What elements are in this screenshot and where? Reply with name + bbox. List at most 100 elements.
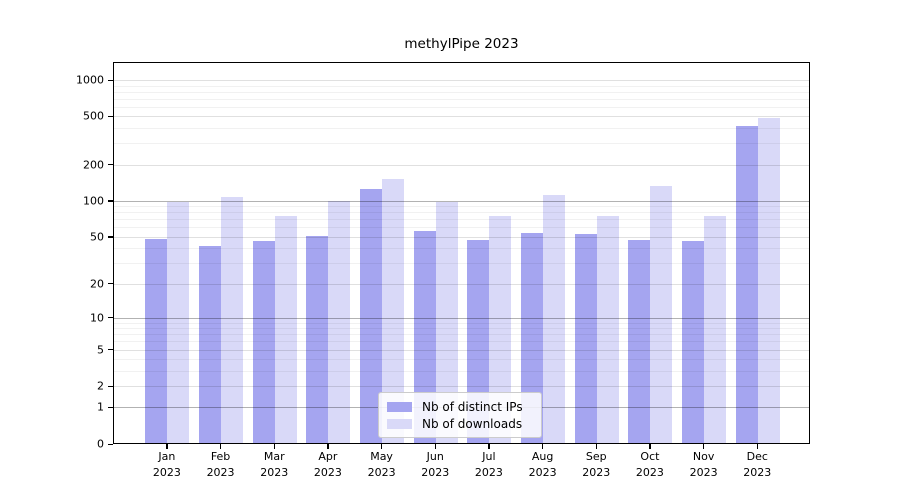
x-tick-mark: [542, 444, 544, 449]
x-tick-label-dec: Dec 2023: [730, 449, 784, 481]
y-tick-label-50: 50: [90, 230, 104, 244]
plot-area: [113, 62, 810, 444]
y-tick-mark: [108, 236, 113, 238]
x-tick-label-mar: Mar 2023: [247, 449, 301, 481]
gridline-1000: [114, 80, 809, 81]
y-tick-label-1: 1: [97, 400, 104, 414]
bar-downloads-oct: [650, 186, 673, 443]
bar-downloads-may: [382, 178, 405, 443]
legend: Nb of distinct IPs Nb of downloads: [378, 392, 542, 438]
bar-downloads-nov: [704, 215, 727, 443]
gridline-minor-400: [114, 128, 809, 130]
bar-downloads-jun: [435, 201, 458, 443]
x-tick-label-jun: Jun 2023: [408, 449, 462, 481]
gridline-minor-80: [114, 212, 809, 214]
x-tick-mark: [273, 444, 275, 449]
y-tick-label-500: 500: [83, 109, 104, 123]
bar-downloads-feb: [221, 197, 244, 443]
legend-label-distinct-ips: Nb of distinct IPs: [422, 399, 523, 414]
gridline-minor-700: [114, 98, 809, 100]
x-tick-label-year: 2023: [528, 466, 557, 479]
bar-distinct-ips-dec: [735, 125, 758, 443]
bar-distinct-ips-jan: [145, 239, 168, 443]
bar-distinct-ips-may: [360, 188, 383, 443]
y-tick-label-200: 200: [83, 158, 104, 172]
x-tick-label-year: 2023: [313, 466, 342, 479]
bar-distinct-ips-jun: [413, 230, 436, 443]
y-tick-mark: [108, 406, 113, 409]
x-tick-label-year: 2023: [582, 466, 611, 479]
gridline-minor-900: [114, 85, 809, 87]
y-tick-label-1000: 1000: [76, 73, 104, 87]
bar-downloads-sep: [596, 216, 619, 443]
y-tick-label-100: 100: [83, 194, 104, 208]
x-tick-label-year: 2023: [635, 466, 664, 479]
y-tick-mark: [108, 443, 113, 445]
x-tick-mark: [327, 444, 329, 449]
y-tick-mark: [108, 349, 113, 351]
x-tick-label-year: 2023: [689, 466, 718, 479]
x-tick-label-jan: Jan 2023: [140, 449, 194, 481]
y-tick-mark: [108, 283, 113, 285]
chart-title: methylPipe 2023: [404, 36, 519, 52]
x-tick-mark: [434, 444, 436, 449]
gridline-minor-800: [114, 91, 809, 93]
bar-downloads-apr: [328, 200, 351, 443]
x-tick-label-year: 2023: [367, 466, 396, 479]
bar-distinct-ips-feb: [199, 246, 222, 443]
y-tick-mark: [108, 200, 113, 202]
bar-distinct-ips-aug: [521, 232, 544, 443]
x-tick-mark: [381, 444, 383, 449]
legend-item-downloads: Nb of downloads: [387, 415, 541, 432]
x-tick-mark: [220, 444, 222, 449]
gridline-minor-90: [114, 206, 809, 208]
x-tick-label-year: 2023: [152, 466, 181, 479]
y-tick-mark: [108, 317, 113, 319]
x-tick-label-year: 2023: [421, 466, 450, 479]
y-tick-mark: [108, 79, 113, 81]
gridline-100: [114, 200, 809, 202]
x-tick-label-feb: Feb 2023: [194, 449, 248, 481]
bar-distinct-ips-oct: [628, 240, 651, 443]
x-tick-label-nov: Nov 2023: [677, 449, 731, 481]
x-tick-label-year: 2023: [206, 466, 235, 479]
legend-item-distinct-ips: Nb of distinct IPs: [387, 398, 541, 415]
legend-swatch-downloads: [387, 418, 412, 429]
y-tick-label-5: 5: [97, 343, 104, 357]
bar-downloads-aug: [543, 194, 566, 443]
bar-distinct-ips-nov: [682, 241, 705, 443]
x-tick-mark: [166, 444, 168, 449]
x-tick-label-aug: Aug 2023: [516, 449, 570, 481]
y-tick-mark: [108, 164, 113, 166]
bar-distinct-ips-apr: [306, 235, 329, 443]
y-tick-label-2: 2: [97, 379, 104, 393]
x-tick-label-year: 2023: [474, 466, 503, 479]
y-tick-mark: [108, 115, 113, 118]
x-tick-label-year: 2023: [743, 466, 772, 479]
y-tick-label-10: 10: [90, 311, 104, 325]
bar-downloads-mar: [274, 215, 297, 443]
gridline-minor-600: [114, 106, 809, 108]
y-tick-label-20: 20: [90, 277, 104, 291]
gridline-minor-300: [114, 143, 809, 145]
gridline-500: [114, 116, 809, 118]
x-tick-label-may: May 2023: [355, 449, 409, 481]
x-tick-label-jul: Jul 2023: [462, 449, 516, 481]
x-tick-mark: [488, 444, 490, 449]
x-tick-label-apr: Apr 2023: [301, 449, 355, 481]
x-tick-mark: [649, 444, 651, 449]
y-tick-mark: [108, 385, 113, 387]
bar-distinct-ips-mar: [252, 241, 275, 443]
legend-swatch-distinct-ips: [387, 401, 412, 412]
x-tick-label-year: 2023: [260, 466, 289, 479]
x-tick-mark: [756, 444, 758, 449]
x-tick-mark: [595, 444, 597, 449]
x-tick-label-sep: Sep 2023: [569, 449, 623, 481]
legend-label-downloads: Nb of downloads: [422, 416, 523, 431]
bar-downloads-jan: [167, 201, 190, 443]
x-tick-mark: [703, 444, 705, 449]
gridline-200: [114, 164, 809, 166]
bar-downloads-jul: [489, 216, 512, 443]
bar-distinct-ips-sep: [574, 233, 597, 443]
